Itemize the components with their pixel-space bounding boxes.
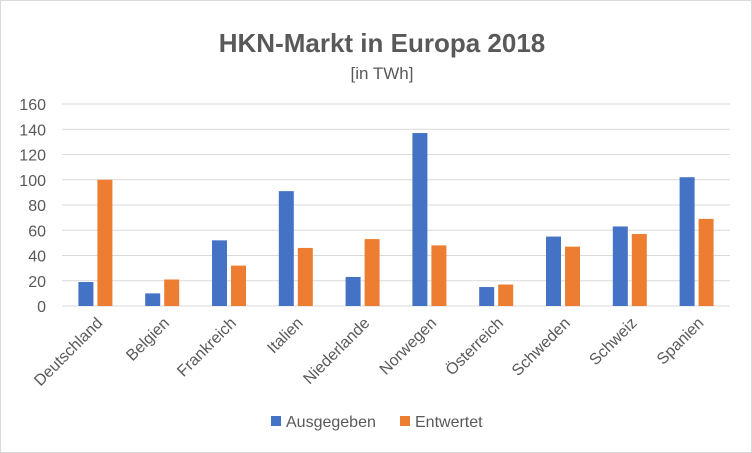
bar-entwertet bbox=[364, 239, 380, 306]
chart-title: HKN-Markt in Europa 2018 bbox=[219, 28, 546, 58]
legend-swatch bbox=[400, 416, 410, 426]
y-tick-label: 20 bbox=[28, 274, 46, 291]
bar-entwertet bbox=[164, 279, 180, 306]
bar-entwertet bbox=[431, 245, 447, 306]
y-tick-label: 160 bbox=[19, 97, 46, 114]
legend-swatch bbox=[271, 416, 281, 426]
bar-ausgegeben bbox=[612, 226, 628, 306]
x-tick-label: Italien bbox=[264, 315, 306, 357]
bar-entwertet bbox=[498, 284, 514, 306]
y-tick-label: 0 bbox=[37, 299, 46, 316]
bar-ausgegeben bbox=[479, 287, 495, 306]
x-tick-label: Schweden bbox=[509, 315, 574, 380]
bar-ausgegeben bbox=[546, 236, 561, 306]
x-tick-label: Deutschland bbox=[31, 315, 106, 390]
legend-label: Entwertet bbox=[415, 414, 483, 431]
x-tick-label: Österreich bbox=[442, 314, 507, 379]
y-tick-label: 60 bbox=[28, 223, 46, 240]
bar-ausgegeben bbox=[212, 240, 227, 306]
x-tick-label: Norwegen bbox=[377, 315, 441, 379]
legend-label: Ausgegeben bbox=[286, 414, 376, 431]
y-tick-label: 40 bbox=[28, 249, 46, 266]
bar-ausgegeben bbox=[145, 293, 161, 306]
bar-ausgegeben bbox=[679, 177, 695, 306]
y-tick-label: 140 bbox=[19, 122, 46, 139]
x-tick-label: Spanien bbox=[654, 315, 708, 369]
x-tick-label: Frankreich bbox=[174, 315, 239, 380]
x-tick-label: Belgien bbox=[123, 315, 173, 365]
bar-entwertet bbox=[297, 247, 313, 306]
bar-ausgegeben bbox=[78, 282, 94, 306]
chart-subtitle: [in TWh] bbox=[351, 64, 414, 83]
y-tick-label: 100 bbox=[19, 173, 46, 190]
y-tick-label: 120 bbox=[19, 148, 46, 165]
bar-ausgegeben bbox=[412, 133, 428, 306]
bar-ausgegeben bbox=[345, 276, 361, 306]
bar-entwertet bbox=[565, 246, 580, 306]
bar-entwertet bbox=[698, 218, 714, 306]
bar-ausgegeben bbox=[278, 191, 294, 306]
y-tick-label: 80 bbox=[28, 198, 46, 215]
bar-entwertet bbox=[97, 179, 113, 306]
x-tick-label: Niederlande bbox=[300, 315, 373, 388]
bar-entwertet bbox=[231, 265, 246, 306]
bar-entwertet bbox=[631, 234, 647, 306]
x-tick-label: Schweiz bbox=[586, 315, 640, 369]
